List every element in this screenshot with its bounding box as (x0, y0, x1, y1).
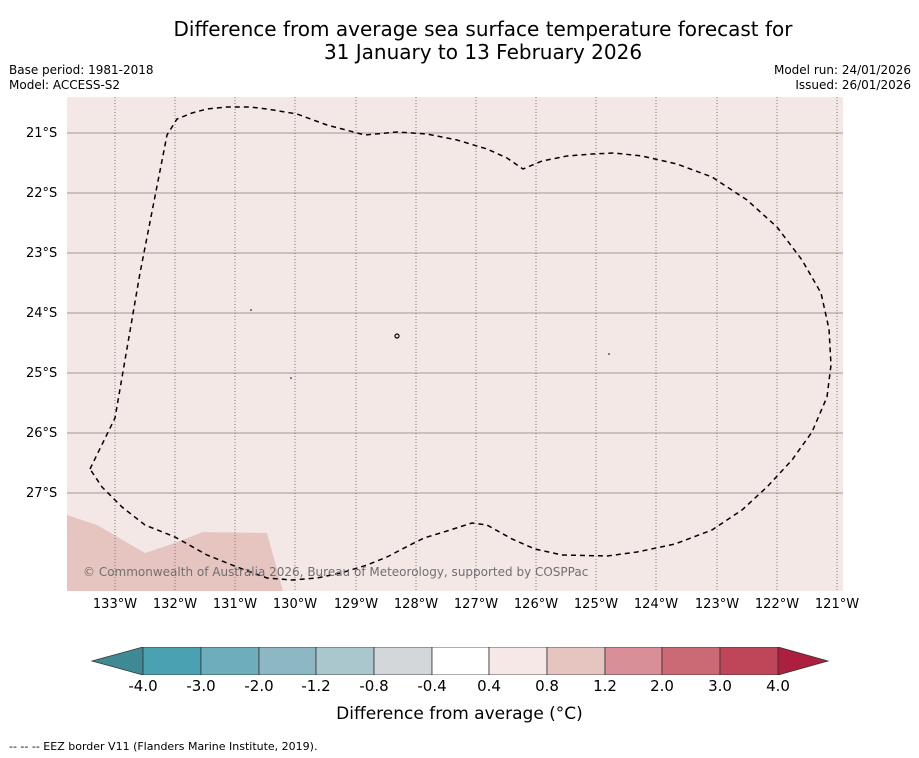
issued-date: Issued: 26/01/2026 (795, 78, 911, 92)
lon-label-126w: 126°W (513, 597, 559, 612)
lon-label-133w: 133°W (92, 597, 138, 612)
lat-label-22s: 22°S (26, 186, 58, 201)
island-marker-3 (290, 377, 292, 379)
meta-right: Model run: 24/01/2026 Issued: 26/01/2026 (774, 63, 911, 93)
colorbar (90, 646, 830, 679)
colorbar-segment (431, 646, 490, 676)
colorbar-tick: -0.4 (417, 677, 447, 695)
lat-label-25s: 25°S (26, 366, 58, 381)
latitude-gridlines (67, 132, 843, 494)
colorbar-tick: 1.2 (593, 677, 617, 695)
lat-label-23s: 23°S (26, 246, 58, 261)
model-run: Model run: 24/01/2026 (773, 63, 911, 77)
lon-label-127w: 127°W (453, 597, 499, 612)
island-marker-2 (250, 309, 252, 311)
colorbar-segment (488, 646, 548, 676)
ocean-background (67, 97, 843, 591)
colorbar-tick: 4.0 (766, 677, 790, 695)
title-line-1: Difference from average sea surface temp… (173, 17, 793, 41)
lon-label-123w: 123°W (694, 597, 740, 612)
island-marker-4 (608, 353, 610, 355)
colorbar-segment (719, 646, 779, 676)
colorbar-tick: -1.2 (301, 677, 331, 695)
colorbar-under-arrow (90, 646, 144, 676)
island-marker-1 (394, 333, 400, 339)
eez-border (89, 106, 832, 581)
colorbar-segment (373, 646, 433, 676)
lat-label-24s: 24°S (26, 306, 58, 321)
lat-label-21s: 21°S (26, 126, 58, 141)
colorbar-segment (661, 646, 721, 676)
colorbar-svg (90, 646, 830, 676)
meta-left: Base period: 1981-2018 Model: ACCESS-S2 (9, 63, 154, 93)
colorbar-segment (546, 646, 606, 676)
map-canvas (67, 97, 843, 591)
colorbar-segment (315, 646, 375, 676)
colorbar-segment (142, 646, 202, 676)
colorbar-over-arrow (777, 646, 830, 676)
colorbar-tick: 2.0 (650, 677, 674, 695)
map-panel (67, 97, 843, 591)
lon-label-125w: 125°W (573, 597, 619, 612)
lon-label-129w: 129°W (333, 597, 379, 612)
lon-label-124w: 124°W (633, 597, 679, 612)
map-title: Difference from average sea surface temp… (0, 18, 919, 64)
colorbar-tick: -3.0 (186, 677, 216, 695)
footnote: -- -- -- EEZ border V11 (Flanders Marine… (9, 740, 318, 753)
title-line-2: 31 January to 13 February 2026 (323, 40, 643, 64)
colorbar-tick: 3.0 (708, 677, 732, 695)
longitude-gridlines (114, 97, 838, 591)
colorbar-segment (200, 646, 260, 676)
lon-label-131w: 131°W (212, 597, 258, 612)
lat-label-27s: 27°S (26, 486, 58, 501)
model-name: Model: ACCESS-S2 (9, 78, 121, 92)
colorbar-segment (604, 646, 663, 676)
base-period: Base period: 1981-2018 (9, 63, 154, 77)
colorbar-tick: -0.8 (359, 677, 389, 695)
colorbar-segment (258, 646, 317, 676)
colorbar-tick: -4.0 (128, 677, 158, 695)
lon-label-122w: 122°W (754, 597, 800, 612)
colorbar-tick: 0.4 (477, 677, 501, 695)
lon-label-121w: 121°W (814, 597, 860, 612)
lon-label-132w: 132°W (152, 597, 198, 612)
colorbar-label: Difference from average (°C) (336, 704, 583, 724)
colorbar-tick: -2.0 (244, 677, 274, 695)
colorbar-tick: 0.8 (535, 677, 559, 695)
lat-label-26s: 26°S (26, 426, 58, 441)
copyright-text: © Commonwealth of Australia 2026, Bureau… (83, 565, 589, 579)
lon-label-128w: 128°W (393, 597, 439, 612)
lon-label-130w: 130°W (272, 597, 318, 612)
